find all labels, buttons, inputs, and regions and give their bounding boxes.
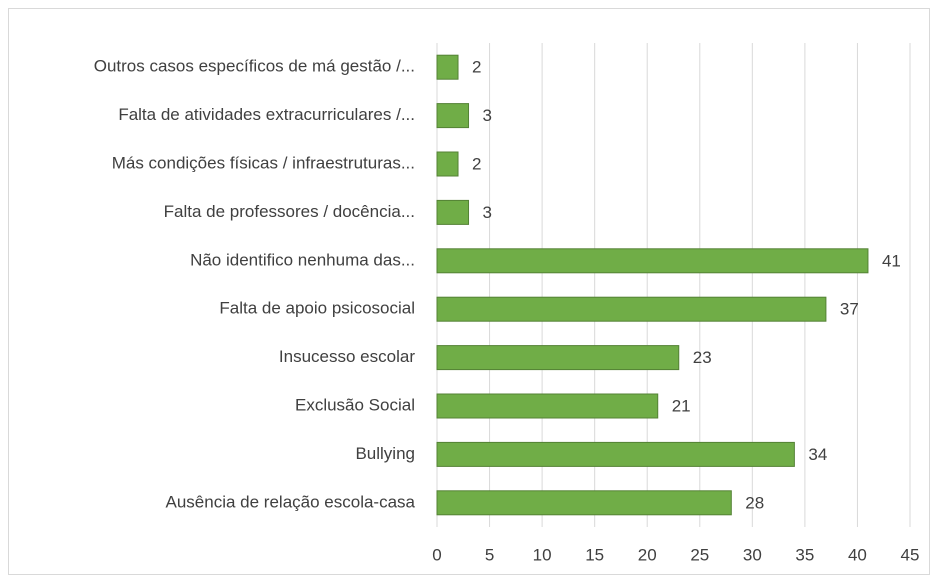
chart-border xyxy=(8,8,930,575)
data-label: 28 xyxy=(745,493,764,512)
y-tick-label: Bullying xyxy=(355,444,415,463)
bar xyxy=(436,441,795,467)
x-tick-label: 15 xyxy=(585,545,604,564)
data-label: 2 xyxy=(472,58,481,77)
bar xyxy=(436,490,732,516)
x-tick-label: 0 xyxy=(432,545,441,564)
bar xyxy=(436,54,459,80)
data-label: 21 xyxy=(672,396,691,415)
bar xyxy=(436,296,827,322)
data-label: 34 xyxy=(808,445,827,464)
y-tick-label: Más condições físicas / infraestruturas.… xyxy=(112,153,415,172)
y-tick-label: Ausência de relação escola-casa xyxy=(166,492,416,511)
y-tick-label: Falta de apoio psicosocial xyxy=(219,299,415,318)
bar xyxy=(436,151,459,177)
x-tick-label: 5 xyxy=(485,545,494,564)
bar xyxy=(436,248,869,274)
y-tick-label: Outros casos específicos de má gestão /.… xyxy=(94,57,415,76)
bar xyxy=(436,345,680,371)
x-tick-label: 20 xyxy=(638,545,657,564)
x-tick-label: 30 xyxy=(743,545,762,564)
x-tick-label: 25 xyxy=(690,545,709,564)
data-label: 3 xyxy=(483,106,492,125)
y-tick-label: Não identifico nenhuma das... xyxy=(190,250,415,269)
x-tick-label: 10 xyxy=(533,545,552,564)
data-label: 3 xyxy=(483,203,492,222)
x-tick-label: 45 xyxy=(901,545,920,564)
x-tick-label: 40 xyxy=(848,545,867,564)
bar xyxy=(436,393,659,419)
y-tick-label: Falta de atividades extracurriculares /.… xyxy=(118,105,415,124)
bar xyxy=(436,103,470,129)
data-label: 2 xyxy=(472,154,481,173)
data-label: 37 xyxy=(840,300,859,319)
y-tick-label: Falta de professores / docência... xyxy=(164,202,415,221)
y-tick-label: Exclusão Social xyxy=(295,395,415,414)
data-label: 23 xyxy=(693,348,712,367)
bar xyxy=(436,199,470,225)
data-label: 41 xyxy=(882,251,901,270)
y-tick-label: Insucesso escolar xyxy=(279,347,415,366)
x-tick-label: 35 xyxy=(795,545,814,564)
